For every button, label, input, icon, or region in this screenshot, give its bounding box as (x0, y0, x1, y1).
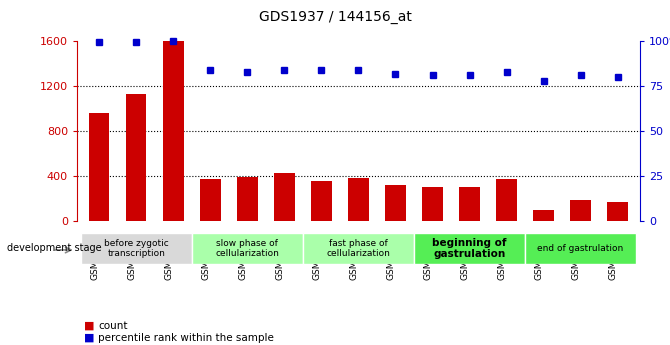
Text: development stage: development stage (7, 244, 101, 253)
Text: GSM90234: GSM90234 (387, 231, 395, 280)
Bar (414, 233, 525, 264)
Text: GSM90226: GSM90226 (90, 231, 99, 280)
Text: GSM90256: GSM90256 (460, 231, 470, 280)
Text: before zygotic
transcription: before zygotic transcription (104, 239, 169, 258)
Bar (163, 41, 184, 221)
Text: ■: ■ (84, 321, 94, 331)
Text: GSM90257: GSM90257 (498, 231, 507, 280)
Text: beginning of
gastrulation: beginning of gastrulation (432, 238, 507, 259)
Text: GSM90258: GSM90258 (535, 231, 543, 280)
Bar (496, 179, 517, 221)
Text: GSM90227: GSM90227 (127, 231, 136, 280)
Text: GSM90260: GSM90260 (608, 231, 618, 280)
Text: GSM90230: GSM90230 (239, 231, 247, 280)
Text: GSM90228: GSM90228 (164, 231, 174, 280)
Bar (348, 178, 369, 221)
Text: ■: ■ (84, 333, 94, 343)
Bar (570, 200, 591, 221)
Bar (192, 233, 303, 264)
Text: GSM90255: GSM90255 (423, 231, 433, 280)
Bar (385, 185, 405, 221)
Bar (274, 172, 295, 221)
Text: slow phase of
cellularization: slow phase of cellularization (216, 239, 279, 258)
Text: fast phase of
cellularization: fast phase of cellularization (326, 239, 391, 258)
Text: GDS1937 / 144156_at: GDS1937 / 144156_at (259, 10, 411, 24)
Bar (237, 177, 257, 221)
Text: percentile rank within the sample: percentile rank within the sample (98, 333, 275, 343)
Bar (89, 113, 109, 221)
Bar (525, 233, 636, 264)
Text: GSM90233: GSM90233 (350, 231, 358, 280)
Text: GSM90232: GSM90232 (312, 231, 322, 280)
Text: GSM90229: GSM90229 (202, 231, 210, 280)
Bar (608, 202, 628, 221)
Bar (303, 233, 414, 264)
Text: end of gastrulation: end of gastrulation (537, 244, 624, 253)
Bar (533, 209, 554, 221)
Bar (460, 187, 480, 221)
Text: GSM90231: GSM90231 (275, 231, 284, 280)
Bar (126, 94, 147, 221)
Text: count: count (98, 321, 128, 331)
Bar (81, 233, 192, 264)
Bar (200, 179, 220, 221)
Bar (312, 181, 332, 221)
Bar (422, 187, 443, 221)
Text: GSM90259: GSM90259 (572, 231, 581, 280)
